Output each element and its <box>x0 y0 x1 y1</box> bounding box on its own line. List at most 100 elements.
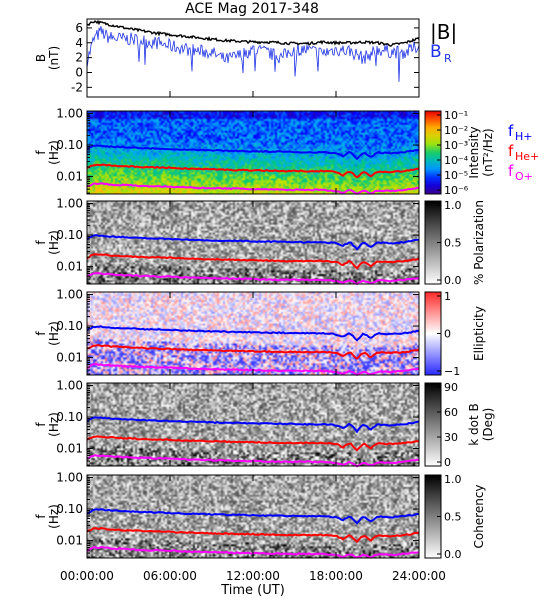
kdotb-colorbar <box>424 382 442 467</box>
cbar-tick-label: 0 <box>444 328 451 341</box>
polarization-cbar-title: % Polarization <box>472 200 486 285</box>
freq-tick-label: 0.01 <box>56 170 83 184</box>
x-tick-label: 18:00:00 <box>309 569 363 583</box>
legend-br-sub: R <box>444 52 452 65</box>
field-ytick-label: 2 <box>75 51 83 65</box>
cbar-tick-label: 10⁻¹ <box>444 109 468 122</box>
x-tick-label: 24:00:00 <box>392 569 446 583</box>
freq-tick-label: 1.00 <box>56 196 83 210</box>
btotal-line <box>86 19 420 47</box>
freq-tick-label: 0.10 <box>56 138 83 152</box>
fhe-line <box>86 344 420 360</box>
freq-tick-label: 0.01 <box>56 442 83 456</box>
legend-fh-sub: H+ <box>515 130 533 143</box>
coherency-spectrogram <box>87 475 419 558</box>
freq-tick-label: 0.10 <box>56 410 83 424</box>
cbar-tick-label: −1 <box>444 365 460 378</box>
field-ytick-label: -2 <box>71 80 83 94</box>
legend-fo: f <box>508 162 514 180</box>
x-tick-label: 00:00:00 <box>60 569 114 583</box>
field-ytick-label: 6 <box>75 21 83 35</box>
intensity-colorbar <box>424 110 442 195</box>
field-ylabel-b: B <box>34 54 48 62</box>
freq-tick-label: 1.00 <box>56 287 83 301</box>
legend-fhe-sub: He+ <box>515 150 539 163</box>
field-ytick-label: 0 <box>75 65 83 79</box>
cbar-tick-label: 0.0 <box>444 548 462 561</box>
cbar-tick-label: 10⁻⁴ <box>444 154 469 167</box>
freq-ylabel-f: f <box>34 514 48 519</box>
fh-line <box>86 416 420 434</box>
cbar-tick-label: 10⁻⁵ <box>444 169 468 182</box>
field-ytick-label: 4 <box>75 36 83 50</box>
legend-fh: f <box>508 122 514 140</box>
x-tick-label: 12:00:00 <box>226 569 280 583</box>
freq-ylabel-unit: (Hz) <box>47 412 61 437</box>
freq-ylabel-unit: (Hz) <box>47 230 61 255</box>
field-ylabel-unit: (nT) <box>47 46 61 70</box>
intensity-cbar-title: Intensity <box>467 126 481 178</box>
cbar-tick-label: 1.0 <box>444 199 462 212</box>
ellipticity-panel: 1.00 0.10 0.01 f (Hz) 1 0 −1 Ellipticity <box>34 287 486 378</box>
br-line <box>86 26 420 82</box>
legend-fhe: f <box>508 142 514 160</box>
cbar-tick-label: 10⁻³ <box>444 139 468 152</box>
legend-fo-sub: O+ <box>515 170 533 183</box>
freq-tick-label: 0.01 <box>56 351 83 365</box>
x-tick-label: 06:00:00 <box>143 569 197 583</box>
kdotb-spectrogram <box>87 383 419 466</box>
cbar-tick-label: 60 <box>444 406 458 419</box>
cbar-tick-label: 0 <box>444 456 451 469</box>
ellipticity-cbar-title: Ellipticity <box>472 306 486 361</box>
polarization-panel: 1.00 0.10 0.01 f (Hz) 1.0 0.5 0.0 % Polarization <box>34 196 486 287</box>
legend-br: B <box>430 42 442 62</box>
fh-line <box>86 144 420 161</box>
coherency-panel: 1.00 0.10 0.01 f (Hz) 1.0 0.5 0.0 Coherency <box>34 470 486 561</box>
freq-tick-label: 0.01 <box>56 260 83 274</box>
fh-line <box>86 325 420 342</box>
fhe-line <box>86 435 420 452</box>
intensity-spectrogram <box>87 111 419 194</box>
coherency-cbar-title: Coherency <box>472 484 486 548</box>
cbar-tick-label: 30 <box>444 431 458 444</box>
fh-line <box>86 508 419 525</box>
fhe-line <box>86 163 420 179</box>
x-axis-label: Time (UT) <box>220 583 285 598</box>
freq-ylabel-unit: (Hz) <box>47 504 61 529</box>
intensity-cbar-unit: (nT²/Hz) <box>481 128 495 176</box>
freq-ylabel-f: f <box>34 422 48 427</box>
intensity-panel: 1.00 0.10 0.01 f (Hz) 10⁻¹ 10⁻² 10⁻³ 10⁻⁴ 10⁻⁵ 10⁻… <box>34 106 495 197</box>
freq-ylabel-f: f <box>34 240 48 245</box>
freq-tick-label: 0.10 <box>56 228 83 242</box>
fhe-line <box>86 527 420 544</box>
fhe-line <box>86 253 420 270</box>
freq-tick-label: 1.00 <box>56 106 83 120</box>
legend-btotal: |B| <box>430 20 457 44</box>
chart-title: ACE Mag 2017-348 <box>185 1 319 17</box>
freq-ylabel-unit: (Hz) <box>47 321 61 346</box>
freq-tick-label: 0.10 <box>56 502 83 516</box>
cbar-tick-label: 10⁻² <box>444 124 468 137</box>
fh-line <box>86 234 420 251</box>
cbar-tick-label: 10⁻⁶ <box>444 184 469 197</box>
kdotb-cbar-title: k dot B <box>467 403 481 445</box>
freq-tick-label: 0.10 <box>56 319 83 333</box>
freq-tick-label: 0.01 <box>56 534 83 548</box>
freq-tick-label: 1.00 <box>56 470 83 484</box>
ellipticity-spectrogram <box>87 292 419 375</box>
kdotb-panel: 1.00 0.10 0.01 f (Hz) 90 60 30 0 k dot B (Deg) <box>34 378 495 469</box>
cbar-tick-label: 0.5 <box>444 511 462 524</box>
gyro-legend: f H+ f He+ f O+ <box>508 122 539 183</box>
cbar-tick-label: 90 <box>444 381 458 394</box>
freq-ylabel-f: f <box>34 150 48 155</box>
kdotb-cbar-unit: (Deg) <box>481 408 495 442</box>
cbar-tick-label: 0.5 <box>444 237 462 250</box>
freq-ylabel-unit: (Hz) <box>47 140 61 165</box>
cbar-tick-label: 1.0 <box>444 473 462 486</box>
freq-tick-label: 1.00 <box>56 378 83 392</box>
cbar-tick-label: 0.0 <box>444 274 462 287</box>
cbar-tick-label: 1 <box>444 290 451 303</box>
freq-ylabel-f: f <box>34 331 48 336</box>
